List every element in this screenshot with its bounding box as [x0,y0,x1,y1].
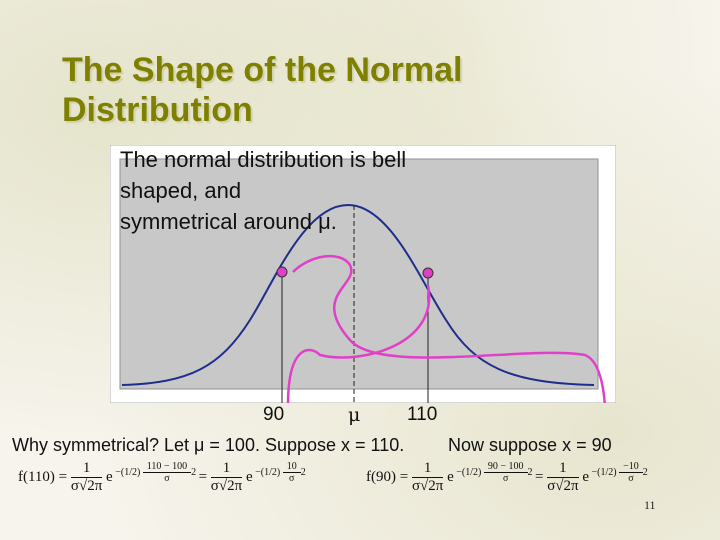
slide-title: The Shape of the Normal Distribution [62,50,582,130]
formula-left-frac-num2: 10 [282,461,301,474]
formula-right-coef2: 1 σ√2π [547,460,579,495]
formula-left-frac2: 10 σ [282,461,301,485]
formula-left-sq: 2 [191,466,197,478]
formula-right-lhs: f(90) = [366,468,409,485]
arrow-curve-left [286,284,431,403]
normal-curve-figure [110,145,616,403]
formula-left-exp: −(1/2) [115,466,141,478]
formula-left-frac: 110 − 100 σ [142,461,192,485]
body-line-1: The normal distribution is bell [120,147,407,172]
formula-right-sq: 2 [527,466,533,478]
formula-left-denom: σ√2π [70,478,103,494]
point-90 [276,266,288,278]
formula-right-coef: 1 σ√2π [411,460,444,495]
formula-left: f(110) = 1 σ√2π e −(1/2) 110 − 100 σ 2 =… [18,460,306,526]
formula-left-frac-den: σ [164,473,170,485]
formula-right-one: 1 [411,460,444,478]
formula-right: f(90) = 1 σ√2π e −(1/2) 90 − 100 σ 2 = 1… [366,460,648,526]
formula-left-coef: 1 σ√2π [70,460,103,495]
formula-left-e2: e [245,468,253,485]
normal-curve-svg [110,145,616,403]
caption-right: Now suppose x = 90 [448,435,612,455]
formula-right-e2: e [582,468,590,485]
body-text: The normal distribution is bell shaped, … [120,144,540,237]
body-line-3: symmetrical around μ. [120,209,337,234]
axis-label-mu: μ [348,404,361,426]
formula-left-coef2: 1 σ√2π [210,460,243,495]
formula-right-denom2: σ√2π [547,478,579,494]
formula-right-frac-num: 90 − 100 [483,461,528,474]
formula-right-exp: −(1/2) [456,466,482,478]
formula-left-e: e [106,468,113,485]
formula-right-sq2: 2 [642,466,648,478]
formula-left-sq2: 2 [300,466,306,478]
title-line-2: Distribution [62,91,253,129]
formula-right-e: e [447,468,454,485]
formula-right-frac-den: σ [502,473,509,485]
formula-right-exp2: −(1/2) [591,466,617,478]
formula-right-frac2: −10 σ [619,461,643,484]
formula-left-eq: = [198,468,208,485]
caption-left: Why symmetrical? Let μ = 100. Suppose x … [12,435,405,455]
body-line-2: shaped, and [120,178,242,203]
formula-left-frac-den2: σ [289,473,295,485]
title-line-1: The Shape of the Normal [62,51,463,89]
formula-left-denom2: σ√2π [210,478,243,494]
plot-area [119,158,599,390]
point-110 [422,267,434,279]
formula-left-exp2: −(1/2) [255,466,281,478]
formula-right-frac-den2: σ [628,473,634,485]
axis-label-110: 110 [407,404,438,425]
formula-left-lhs: f(110) = [18,468,68,485]
formula-left-one2: 1 [210,460,243,478]
formula-right-one2: 1 [547,460,579,478]
formula-right-denom: σ√2π [411,478,444,494]
formula-left-one: 1 [70,460,103,478]
formula-right-frac: 90 − 100 σ [483,461,528,485]
arrow-curve-right [292,254,606,403]
axis-label-90: 90 [263,404,285,425]
page-number: 11 [644,498,656,512]
formula-left-frac-num: 110 − 100 [142,461,192,474]
formula-right-eq: = [535,468,544,485]
formula-right-frac-num2: −10 [619,461,643,474]
